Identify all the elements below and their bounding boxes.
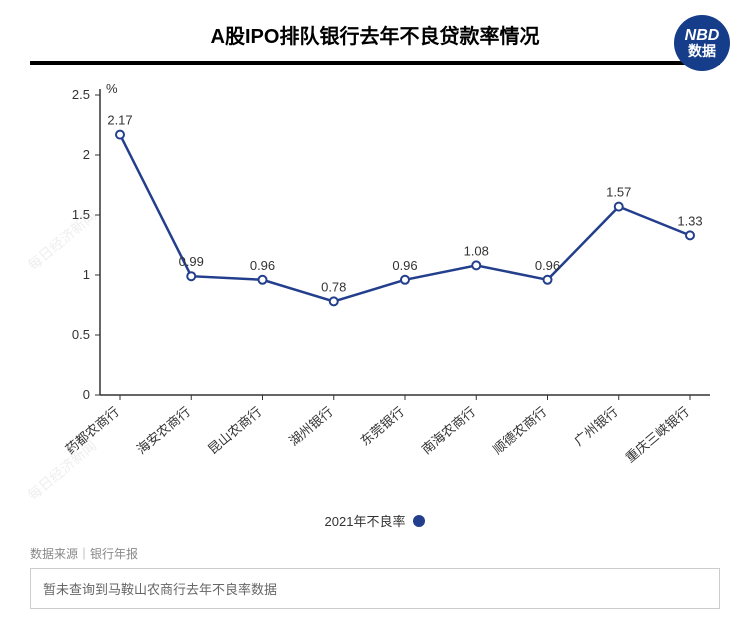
badge-bottom-text: 数据 — [688, 44, 716, 58]
legend-dot-icon — [413, 515, 425, 527]
svg-text:湖州银行: 湖州银行 — [286, 404, 335, 449]
chart-legend: 2021年不良率 — [30, 511, 720, 531]
svg-text:重庆三峡银行: 重庆三峡银行 — [623, 404, 692, 466]
svg-text:0.99: 0.99 — [179, 254, 204, 269]
svg-text:0.96: 0.96 — [535, 258, 560, 273]
chart-header: A股IPO排队银行去年不良贷款率情况 NBD 数据 — [30, 20, 720, 65]
svg-text:1.08: 1.08 — [464, 243, 489, 258]
badge-top-text: NBD — [685, 28, 720, 44]
svg-text:0.78: 0.78 — [321, 279, 346, 294]
line-chart: 0 0.5 1 1.5 2 2.5% 2.17 药都农商行 0.99 海安农商行 0.96 昆山农商行… — [30, 75, 720, 505]
svg-text:1.33: 1.33 — [677, 213, 702, 228]
svg-text:南海农商行: 南海农商行 — [419, 404, 478, 457]
svg-text:0.96: 0.96 — [392, 258, 417, 273]
svg-text:2.5: 2.5 — [72, 87, 90, 102]
chart-title: A股IPO排队银行去年不良贷款率情况 — [211, 20, 540, 49]
svg-text:广州银行: 广州银行 — [571, 404, 620, 449]
data-source-label: 数据来源｜银行年报 — [30, 545, 720, 562]
svg-text:昆山农商行: 昆山农商行 — [205, 404, 264, 457]
legend-label: 2021年不良率 — [325, 511, 406, 530]
chart-svg: 0 0.5 1 1.5 2 2.5% 2.17 药都农商行 0.99 海安农商行 0.96 昆山农商行… — [30, 75, 720, 505]
svg-text:2.17: 2.17 — [107, 113, 132, 128]
svg-text:%: % — [106, 81, 118, 96]
svg-text:0.96: 0.96 — [250, 258, 275, 273]
svg-text:0.5: 0.5 — [72, 327, 90, 342]
chart-container: 每日经济新闻 每日经济新闻 A股IPO排队银行去年不良贷款率情况 NBD 数据 … — [0, 0, 750, 641]
footer-note-text: 暂未查询到马鞍山农商行去年不良率数据 — [43, 582, 277, 597]
svg-text:1.57: 1.57 — [606, 185, 631, 200]
svg-text:1.5: 1.5 — [72, 207, 90, 222]
legend-item: 2021年不良率 — [325, 511, 426, 530]
svg-text:海安农商行: 海安农商行 — [134, 404, 193, 457]
svg-text:东莞银行: 东莞银行 — [357, 404, 406, 449]
svg-text:0: 0 — [83, 387, 90, 402]
svg-text:药都农商行: 药都农商行 — [62, 404, 121, 457]
footer-note-box: 暂未查询到马鞍山农商行去年不良率数据 — [30, 568, 720, 609]
svg-text:顺德农商行: 顺德农商行 — [490, 404, 549, 457]
svg-text:2: 2 — [83, 147, 90, 162]
nbd-badge: NBD 数据 — [674, 15, 730, 71]
svg-text:1: 1 — [83, 267, 90, 282]
